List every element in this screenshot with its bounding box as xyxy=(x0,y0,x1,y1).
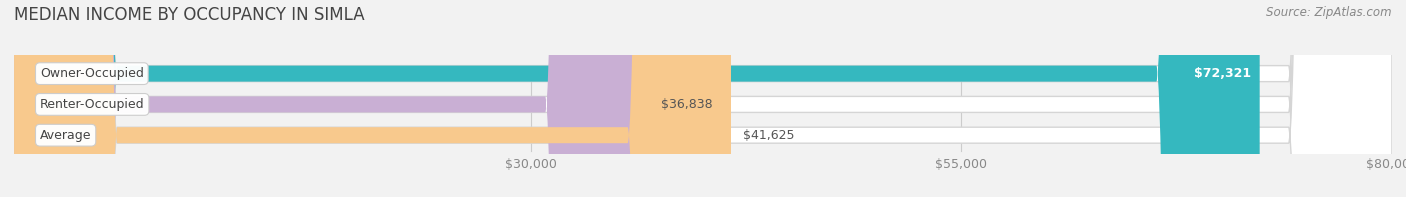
FancyBboxPatch shape xyxy=(14,0,1260,197)
Text: MEDIAN INCOME BY OCCUPANCY IN SIMLA: MEDIAN INCOME BY OCCUPANCY IN SIMLA xyxy=(14,6,364,24)
Text: $41,625: $41,625 xyxy=(742,129,794,142)
FancyBboxPatch shape xyxy=(14,0,1392,197)
FancyBboxPatch shape xyxy=(14,0,1392,197)
Text: $36,838: $36,838 xyxy=(661,98,713,111)
Text: $72,321: $72,321 xyxy=(1194,67,1251,80)
FancyBboxPatch shape xyxy=(14,0,1392,197)
Text: Source: ZipAtlas.com: Source: ZipAtlas.com xyxy=(1267,6,1392,19)
Text: Owner-Occupied: Owner-Occupied xyxy=(39,67,143,80)
Text: Renter-Occupied: Renter-Occupied xyxy=(39,98,145,111)
FancyBboxPatch shape xyxy=(14,0,731,197)
FancyBboxPatch shape xyxy=(14,0,648,197)
Text: Average: Average xyxy=(39,129,91,142)
